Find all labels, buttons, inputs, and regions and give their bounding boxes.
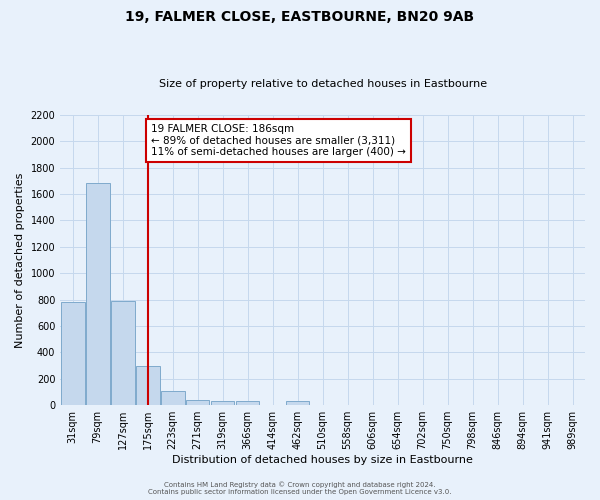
Y-axis label: Number of detached properties: Number of detached properties [15, 172, 25, 348]
Text: 19 FALMER CLOSE: 186sqm
← 89% of detached houses are smaller (3,311)
11% of semi: 19 FALMER CLOSE: 186sqm ← 89% of detache… [151, 124, 406, 157]
Bar [161, 390, 185, 405]
Bar [86, 184, 110, 405]
Title: Size of property relative to detached houses in Eastbourne: Size of property relative to detached ho… [158, 79, 487, 89]
Text: 19, FALMER CLOSE, EASTBOURNE, BN20 9AB: 19, FALMER CLOSE, EASTBOURNE, BN20 9AB [125, 10, 475, 24]
X-axis label: Distribution of detached houses by size in Eastbourne: Distribution of detached houses by size … [172, 455, 473, 465]
Text: Contains HM Land Registry data © Crown copyright and database right 2024.
Contai: Contains HM Land Registry data © Crown c… [148, 482, 452, 495]
Bar [236, 401, 259, 405]
Bar [286, 401, 310, 405]
Bar [61, 302, 85, 405]
Bar [111, 301, 134, 405]
Bar [211, 401, 235, 405]
Bar [186, 400, 209, 405]
Bar [136, 366, 160, 405]
